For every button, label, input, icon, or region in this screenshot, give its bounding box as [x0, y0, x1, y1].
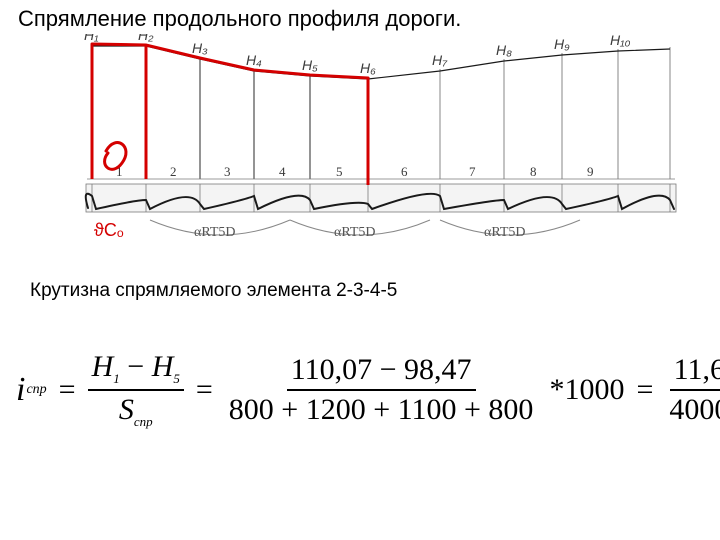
svg-text:H₈: H₈ — [496, 42, 512, 58]
num-H5-sub: 5 — [173, 371, 180, 386]
num-H1: H — [92, 350, 114, 383]
den-S: S — [119, 393, 134, 426]
svg-text:H₁₀: H₁₀ — [610, 34, 631, 48]
svg-text:αRT5D: αRT5D — [484, 225, 526, 240]
svg-text:3: 3 — [224, 164, 231, 179]
formula-eq-3: = — [636, 373, 653, 407]
svg-text:H₅: H₅ — [302, 57, 318, 73]
formula-frac-simplified: 11,6 4000 — [665, 355, 720, 425]
svg-text:4: 4 — [279, 164, 286, 179]
svg-text:αRT5D: αRT5D — [194, 225, 236, 240]
profile-diagram: H₁H₂H₃H₄H₅H₆H₇H₈H₉H₁₀123456789αRT5DαRT5D… — [10, 34, 710, 264]
svg-text:H₂: H₂ — [138, 34, 154, 43]
num-minus: − — [127, 350, 144, 383]
frac3-den: 4000 — [665, 391, 720, 425]
svg-text:H₃: H₃ — [192, 40, 208, 56]
svg-text:ϑϹₒ: ϑϹₒ — [94, 220, 124, 240]
svg-text:2: 2 — [170, 164, 177, 179]
formula-eq-2: = — [196, 373, 213, 407]
svg-text:H₉: H₉ — [554, 36, 570, 52]
frac3-num: 11,6 — [670, 355, 720, 391]
formula-lhs-sub: спр — [26, 382, 46, 398]
svg-text:9: 9 — [587, 164, 594, 179]
svg-text:8: 8 — [530, 164, 537, 179]
formula-lhs-var: i — [16, 371, 25, 409]
svg-text:H₁: H₁ — [84, 34, 99, 43]
svg-text:H₇: H₇ — [432, 52, 448, 68]
svg-text:6: 6 — [401, 164, 408, 179]
formula-eq-1: = — [59, 373, 76, 407]
formula-mult-1: *1000 — [549, 373, 624, 407]
page-title: Спрямление продольного профиля дороги. — [18, 6, 461, 32]
svg-text:5: 5 — [336, 164, 343, 179]
svg-text:αRT5D: αRT5D — [334, 225, 376, 240]
num-H1-sub: 1 — [113, 371, 120, 386]
num-H5: H — [152, 350, 174, 383]
frac2-num: 110,07 − 98,47 — [287, 355, 476, 391]
formula-block: i спр = H1 − H5 Sспр = 110,07 − 98,47 80… — [16, 330, 706, 450]
svg-text:7: 7 — [469, 164, 476, 179]
svg-text:H₄: H₄ — [246, 52, 262, 68]
subtitle: Крутизна спрямляемого элемента 2-3-4-5 — [30, 280, 397, 302]
den-S-sub: спр — [134, 414, 153, 429]
frac2-den: 800 + 1200 + 1100 + 800 — [225, 391, 538, 425]
formula-frac-numeric: 110,07 − 98,47 800 + 1200 + 1100 + 800 — [225, 355, 538, 425]
svg-text:H₆: H₆ — [360, 60, 376, 76]
formula-frac-symbolic: H1 − H5 Sспр — [88, 352, 184, 428]
